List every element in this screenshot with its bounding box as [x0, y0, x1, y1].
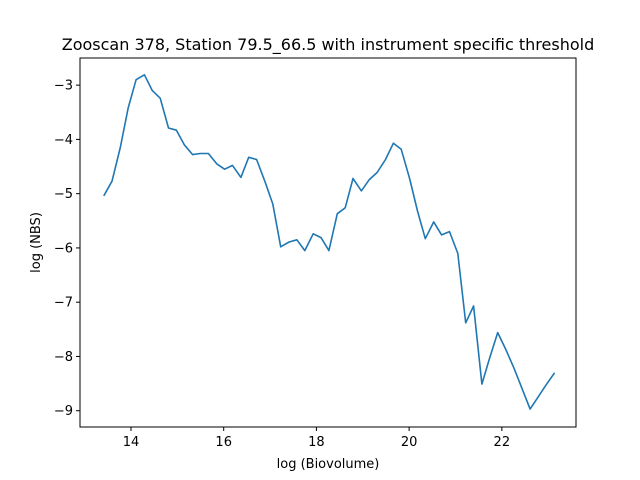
y-tick-label: −6: [54, 241, 73, 256]
plot-area-frame: [79, 57, 577, 428]
y-axis: −3 −4 −5 −6 −7 −8 −9: [54, 79, 80, 419]
y-tick-label: −9: [54, 404, 73, 419]
x-tick-label: 18: [308, 435, 325, 450]
chart-title: Zooscan 378, Station 79.5_66.5 with inst…: [62, 35, 594, 55]
x-tick-label: 22: [494, 435, 511, 450]
x-axis: 14 16 18 20 22: [123, 427, 510, 450]
y-tick-label: −4: [54, 133, 73, 148]
y-tick-label: −8: [54, 350, 73, 365]
y-tick-label: −7: [54, 296, 73, 311]
y-tick-label: −5: [54, 187, 73, 202]
y-axis-label: log (NBS): [29, 212, 44, 273]
y-tick-label: −3: [54, 79, 73, 94]
x-tick-label: 20: [401, 435, 418, 450]
series-line: [103, 74, 556, 410]
x-tick-label: 16: [215, 435, 232, 450]
x-tick-label: 14: [123, 435, 140, 450]
x-axis-label: log (Biovolume): [277, 457, 380, 472]
